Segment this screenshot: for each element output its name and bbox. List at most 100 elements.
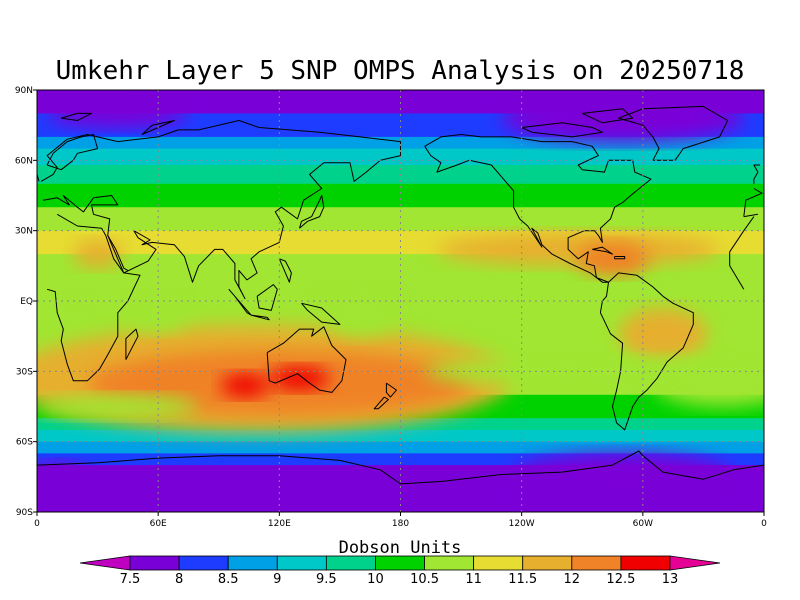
- coastline: [40, 120, 763, 300]
- field-band: [37, 211, 764, 215]
- field-band: [37, 476, 764, 480]
- field-anomaly: [65, 293, 90, 309]
- y-tick-label: 90S: [16, 508, 33, 518]
- coastline: [141, 120, 175, 135]
- field-band: [37, 272, 764, 276]
- field-band: [37, 434, 764, 438]
- colorbar-swatch: [571, 555, 622, 571]
- field-band: [37, 204, 764, 208]
- field-band: [37, 422, 764, 426]
- field-band: [37, 97, 764, 100]
- colorbar-label: 12.5: [606, 572, 635, 587]
- field-band: [37, 242, 764, 246]
- field-band: [37, 483, 764, 487]
- field-band: [37, 183, 764, 187]
- field-band: [37, 284, 764, 288]
- colorbar-swatch: [473, 555, 524, 571]
- field-band: [37, 277, 764, 281]
- colorbar-title: Dobson Units: [339, 538, 462, 558]
- coastline: [61, 112, 92, 121]
- field-anomaly: [323, 289, 397, 337]
- field-anomaly: [37, 394, 199, 419]
- coastline: [299, 195, 325, 229]
- coastline: [424, 134, 652, 283]
- coastline: [228, 288, 252, 316]
- y-tick-label: EQ: [20, 297, 33, 307]
- field-band: [37, 122, 764, 126]
- coastline: [46, 134, 99, 171]
- field-anomaly: [511, 453, 734, 501]
- coastline: [46, 213, 755, 382]
- field-band: [37, 500, 764, 504]
- field-band: [37, 111, 764, 115]
- field-band: [37, 104, 764, 108]
- field-anomaly: [47, 99, 189, 128]
- field-band: [37, 157, 764, 161]
- field-band: [37, 134, 764, 138]
- field-band: [37, 495, 764, 499]
- colorbar-swatch: [375, 555, 425, 571]
- x-tick-label: 60W: [633, 519, 653, 529]
- coastline: [250, 314, 270, 321]
- field-band: [37, 188, 764, 192]
- field-anomaly: [220, 373, 270, 398]
- colorbar-swatch: [522, 555, 573, 571]
- field-band: [37, 249, 764, 253]
- colorbar-label: 10: [367, 572, 384, 587]
- y-tick-label: 60S: [16, 438, 33, 448]
- colorbar-swatch: [424, 555, 475, 571]
- field-band: [37, 296, 764, 300]
- field-band: [37, 446, 764, 450]
- colorbar: Dobson Units 7.5 8 8.5 9 9.5 10 10.5 11 11.5 12 12…: [79, 538, 721, 587]
- field-band: [37, 216, 764, 220]
- map-area: [37, 90, 764, 512]
- field-anomaly: [436, 233, 720, 266]
- field-band: [37, 200, 764, 204]
- y-tick-label: 90N: [15, 86, 33, 96]
- axis-labels: 0 60E 120E 180 120W 60W 0 90N 60N 30N EQ 30S 60S 90S: [15, 86, 767, 529]
- y-tick-label: 60N: [15, 156, 33, 166]
- coastline: [385, 382, 397, 398]
- field-band: [37, 235, 764, 239]
- field-band: [37, 207, 764, 211]
- field-band: [37, 453, 764, 457]
- field-band: [37, 218, 764, 222]
- field-band: [37, 291, 764, 295]
- field-band: [37, 312, 764, 316]
- field-band: [37, 225, 764, 229]
- field-band: [37, 493, 764, 497]
- colorbar-label: 9: [273, 572, 281, 587]
- field-band: [37, 427, 764, 431]
- gridlines: [37, 90, 764, 512]
- field-band: [37, 214, 764, 218]
- coastlines: [37, 105, 764, 485]
- field-band: [37, 169, 764, 173]
- colorbar-swatch: [620, 555, 671, 571]
- x-tick-label: 120E: [268, 519, 291, 529]
- x-tick-label: 0: [34, 519, 40, 529]
- field-band: [37, 99, 764, 103]
- colorbar-swatch: [227, 555, 278, 571]
- field-band: [37, 223, 764, 227]
- field-band: [37, 469, 764, 473]
- colorbar-swatch: [178, 555, 229, 571]
- field-band: [37, 247, 764, 251]
- field-band: [37, 176, 764, 180]
- field-band: [37, 165, 764, 168]
- x-tick-label: 0: [761, 519, 767, 529]
- x-tick-label: 60E: [150, 519, 167, 529]
- coastline: [599, 272, 694, 431]
- field-band: [37, 331, 764, 335]
- field-band: [37, 439, 764, 443]
- field-band: [37, 458, 764, 462]
- field-band: [37, 303, 764, 307]
- coastline: [582, 108, 634, 124]
- field-band: [37, 488, 764, 492]
- field-band: [37, 315, 764, 319]
- field-band: [37, 504, 764, 508]
- field-band: [37, 160, 764, 164]
- colorbar-label: 10.5: [410, 572, 439, 587]
- field-anomaly: [37, 462, 88, 491]
- colorbar-label: 13: [662, 572, 679, 587]
- coastline: [256, 284, 278, 311]
